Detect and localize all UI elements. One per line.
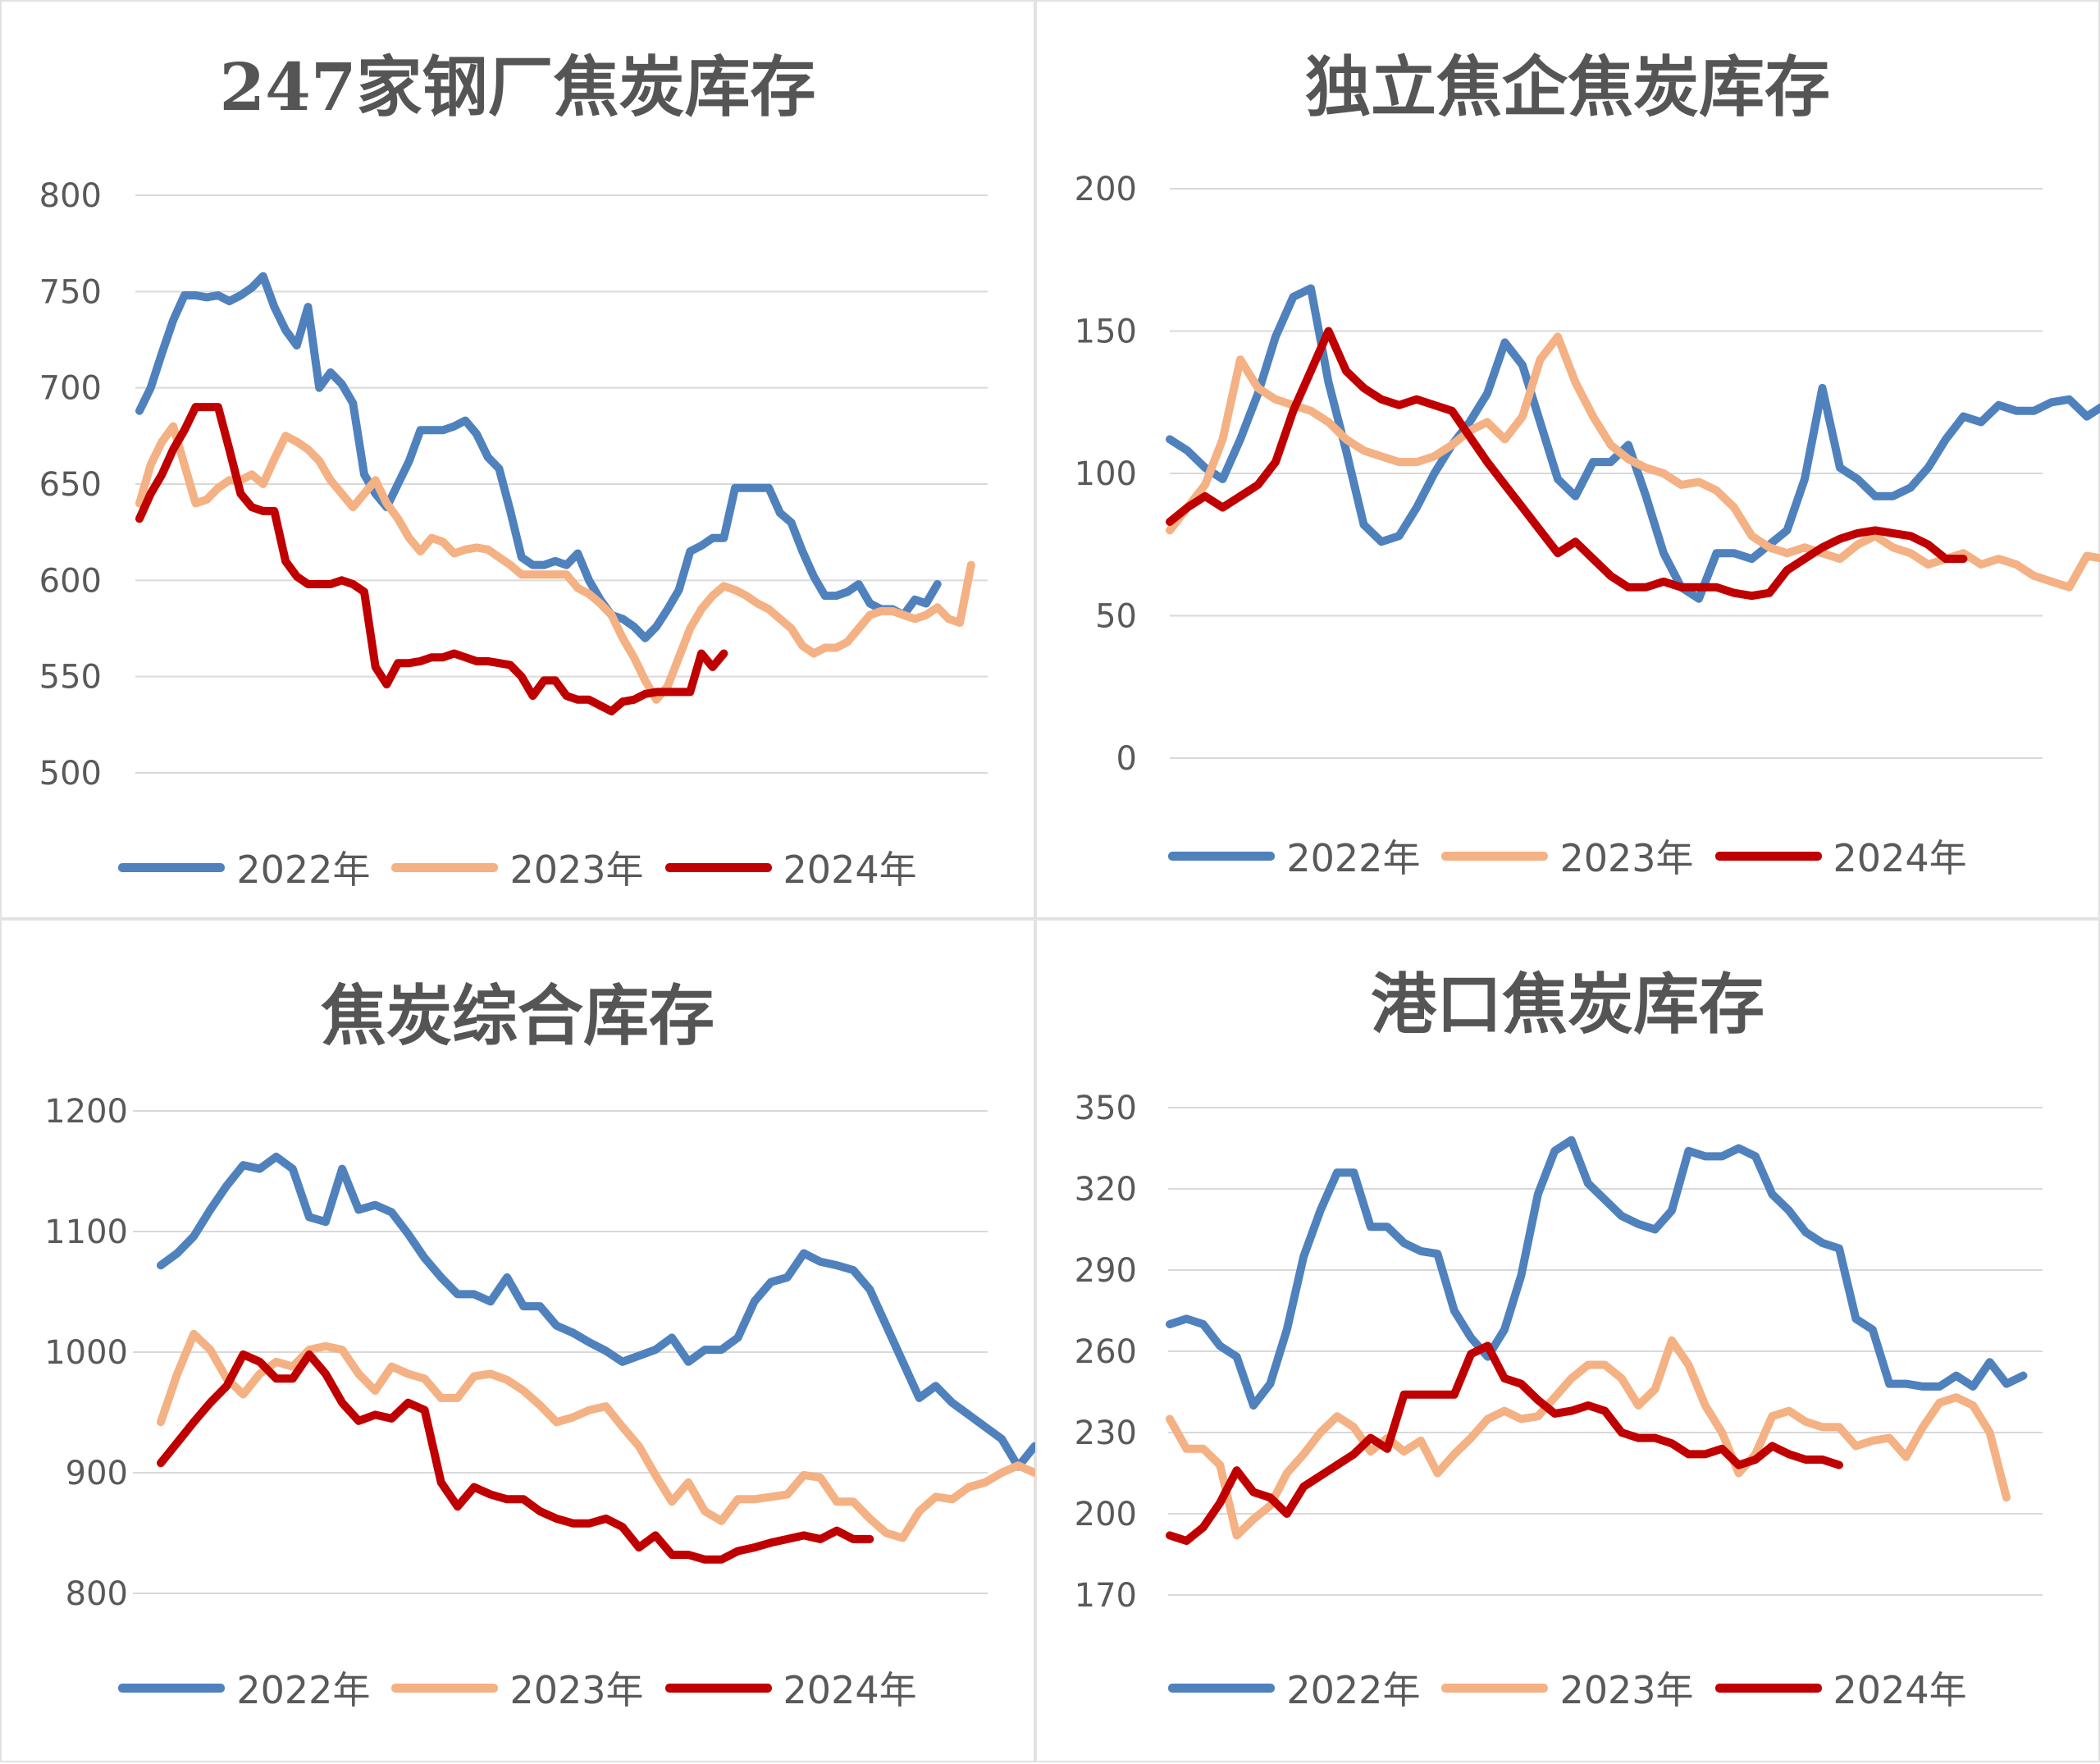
legend-item: 2022年 [118,1661,370,1715]
chart-panel: 焦炭综合库存 800 900 1000 1100 1200 2022年 2023年 20… [0,919,1037,1762]
legend-item: 2024年 [1714,1661,1967,1715]
legend-label: 2024年 [1833,1668,1967,1712]
y-tick-label: 1200 [44,1093,128,1131]
y-tick-label: 1000 [44,1334,128,1372]
legend-item: 2024年 [664,1661,917,1715]
legend-swatch [664,1683,772,1693]
chart-plot: 500 550 600 650 700 750 800 [39,177,988,793]
series-line-2023年 [1166,1336,2011,1540]
legend-item: 2023年 [391,840,644,894]
y-tick-label: 200 [1075,1496,1137,1533]
series-line-2022年 [1166,1136,2028,1410]
legend-label: 2023年 [1559,836,1694,880]
legend-label: 2024年 [783,848,917,892]
y-tick-label: 200 [1075,171,1137,208]
y-tick-label: 750 [39,273,102,311]
legend-swatch [1714,1683,1822,1693]
chart-panel: 独立焦企焦炭库存 0 50 100 150 200 2022年 2023年 2024年 [1035,0,2100,919]
series-line-2022年 [1166,284,2100,603]
y-tick-label: 260 [1075,1333,1137,1371]
chart-plot: 800 900 1000 1100 1200 [44,1093,1037,1613]
legend-item: 2022年 [1168,829,1420,883]
legend-label: 2023年 [1559,1668,1694,1712]
legend-swatch [664,862,772,872]
series-line-2024年 [1166,1341,1843,1545]
series-line-2022年 [157,1152,1037,1471]
legend-swatch [1441,851,1549,861]
legend-item: 2023年 [1441,1661,1694,1715]
legend-label: 2022年 [236,848,371,892]
chart-title: 247家钢厂焦炭库存 [219,48,816,126]
legend-label: 2024年 [1833,836,1967,880]
chart-panel: 247家钢厂焦炭库存 500 550 600 650 700 750 800 2022年 2… [0,0,1035,919]
series-line-2024年 [1166,327,1968,601]
legend-label: 2024年 [783,1668,917,1712]
chart-panel: 港口焦炭库存 170 200 230 260 290 320 350 2022年 2023年… [1035,919,2100,1762]
chart-title: 独立焦企焦炭库存 [1305,48,1830,126]
legend-label: 2022年 [1286,1668,1421,1712]
legend-item: 2022年 [1168,1661,1420,1715]
y-tick-label: 550 [39,659,102,697]
legend-swatch [118,1683,226,1693]
y-tick-label: 320 [1075,1171,1137,1209]
y-tick-label: 150 [1075,313,1137,351]
legend-label: 2023年 [509,848,644,892]
y-tick-label: 50 [1095,598,1137,636]
legend-label: 2022年 [1286,836,1421,880]
legend-item: 2024年 [664,840,917,894]
y-tick-label: 600 [39,562,102,600]
y-tick-label: 230 [1075,1414,1137,1452]
series-line-2023年 [1166,332,2100,592]
y-tick-label: 500 [39,755,102,793]
y-tick-label: 290 [1075,1252,1137,1290]
chart-title: 焦炭综合库存 [321,977,714,1054]
chart-legend: 2022年 2023年 2024年 [2,1661,1034,1715]
legend-swatch [118,862,226,872]
y-tick-label: 0 [1116,740,1137,778]
legend-label: 2022年 [236,1668,371,1712]
y-tick-label: 900 [66,1455,128,1492]
chart-title: 港口焦炭库存 [1371,966,1764,1043]
series-line-2023年 [157,1329,1037,1542]
legend-swatch [391,1683,499,1693]
y-tick-label: 100 [1075,455,1137,493]
legend-swatch [1441,1683,1549,1693]
legend-item: 2022年 [118,840,370,894]
series-line-2024年 [135,403,728,715]
legend-item: 2023年 [391,1661,644,1715]
legend-item: 2023年 [1441,829,1694,883]
y-tick-label: 650 [39,466,102,504]
chart-legend: 2022年 2023年 2024年 [2,840,1034,894]
legend-label: 2023年 [509,1668,644,1712]
y-tick-label: 350 [1075,1090,1137,1127]
legend-item: 2024年 [1714,829,1967,883]
series-line-2024年 [157,1350,874,1564]
y-tick-label: 800 [39,177,102,215]
series-line-2022年 [135,272,942,642]
series-line-2023年 [135,422,975,704]
chart-legend: 2022年 2023年 2024年 [1037,1661,2098,1715]
y-tick-label: 800 [66,1575,128,1613]
chart-plot: 170 200 230 260 290 320 350 [1075,1090,2043,1615]
legend-swatch [1714,851,1822,861]
y-tick-label: 170 [1075,1577,1137,1615]
chart-plot: 0 50 100 150 200 [1075,171,2100,778]
legend-swatch [391,862,499,872]
chart-legend: 2022年 2023年 2024年 [1037,829,2098,883]
y-tick-label: 1100 [44,1213,128,1251]
y-tick-label: 700 [39,370,102,408]
legend-swatch [1168,851,1276,861]
legend-swatch [1168,1683,1276,1693]
